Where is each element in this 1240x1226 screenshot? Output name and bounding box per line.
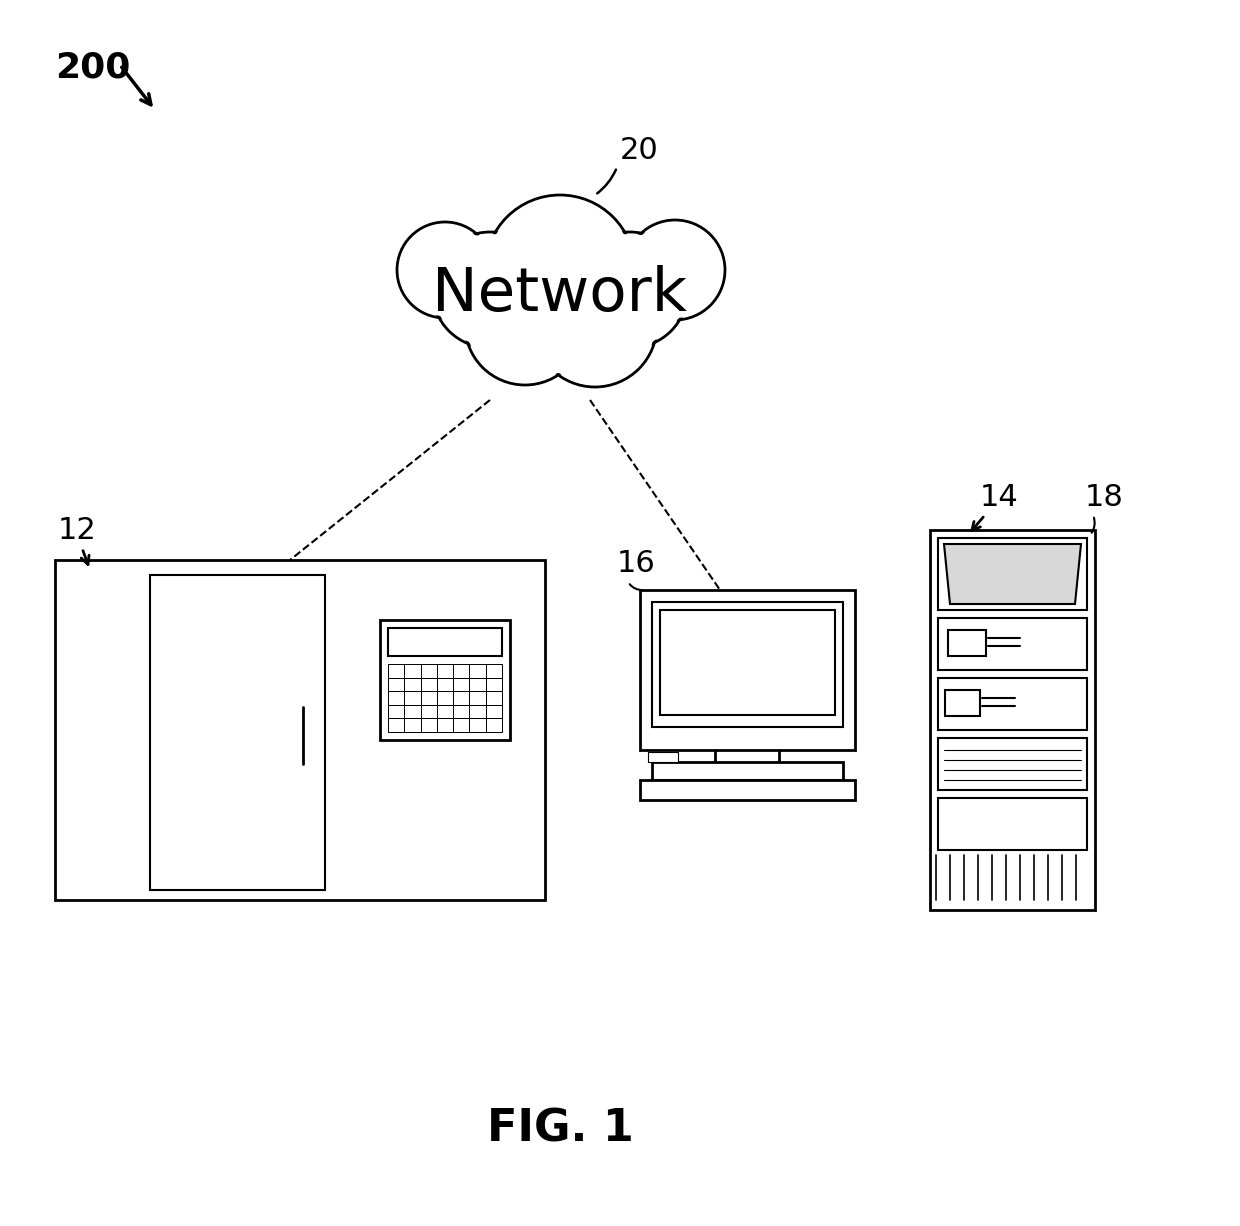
Circle shape	[574, 234, 686, 346]
FancyBboxPatch shape	[486, 691, 502, 705]
Circle shape	[625, 219, 725, 320]
FancyBboxPatch shape	[388, 691, 404, 705]
Text: FIG. 1: FIG. 1	[486, 1107, 634, 1150]
Text: Network: Network	[433, 266, 687, 325]
Polygon shape	[944, 544, 1081, 604]
FancyBboxPatch shape	[453, 705, 470, 718]
FancyBboxPatch shape	[486, 678, 502, 691]
FancyBboxPatch shape	[470, 718, 486, 732]
FancyBboxPatch shape	[937, 678, 1087, 729]
Circle shape	[465, 265, 585, 385]
FancyBboxPatch shape	[470, 705, 486, 718]
FancyBboxPatch shape	[937, 618, 1087, 669]
FancyBboxPatch shape	[420, 664, 436, 678]
Circle shape	[432, 232, 548, 348]
FancyBboxPatch shape	[652, 763, 843, 780]
FancyBboxPatch shape	[436, 705, 453, 718]
FancyBboxPatch shape	[649, 752, 678, 763]
Text: 200: 200	[55, 50, 130, 85]
FancyBboxPatch shape	[930, 530, 1095, 910]
FancyBboxPatch shape	[388, 664, 404, 678]
FancyBboxPatch shape	[640, 590, 856, 750]
FancyBboxPatch shape	[404, 705, 420, 718]
FancyBboxPatch shape	[470, 678, 486, 691]
Text: 18: 18	[1085, 483, 1123, 512]
Text: 14: 14	[980, 483, 1019, 512]
FancyBboxPatch shape	[150, 575, 325, 890]
Circle shape	[487, 197, 632, 343]
Circle shape	[533, 264, 657, 387]
FancyBboxPatch shape	[453, 718, 470, 732]
FancyBboxPatch shape	[470, 664, 486, 678]
Text: 16: 16	[618, 549, 656, 577]
FancyBboxPatch shape	[486, 664, 502, 678]
FancyBboxPatch shape	[660, 611, 835, 715]
Circle shape	[572, 232, 688, 348]
FancyBboxPatch shape	[404, 691, 420, 705]
FancyBboxPatch shape	[937, 798, 1087, 850]
FancyBboxPatch shape	[436, 718, 453, 732]
FancyBboxPatch shape	[486, 718, 502, 732]
FancyBboxPatch shape	[404, 664, 420, 678]
FancyBboxPatch shape	[379, 620, 510, 741]
FancyBboxPatch shape	[404, 678, 420, 691]
Circle shape	[485, 195, 635, 345]
FancyBboxPatch shape	[470, 691, 486, 705]
FancyBboxPatch shape	[436, 691, 453, 705]
FancyBboxPatch shape	[486, 705, 502, 718]
FancyBboxPatch shape	[420, 705, 436, 718]
FancyBboxPatch shape	[949, 630, 986, 656]
FancyBboxPatch shape	[937, 738, 1087, 790]
FancyBboxPatch shape	[436, 678, 453, 691]
FancyBboxPatch shape	[945, 690, 980, 716]
FancyBboxPatch shape	[388, 705, 404, 718]
FancyBboxPatch shape	[453, 678, 470, 691]
Circle shape	[399, 224, 491, 316]
Text: 12: 12	[58, 516, 97, 546]
Circle shape	[534, 265, 655, 385]
FancyBboxPatch shape	[55, 560, 546, 900]
Circle shape	[397, 222, 494, 318]
FancyBboxPatch shape	[937, 538, 1087, 611]
Circle shape	[434, 234, 546, 346]
FancyBboxPatch shape	[420, 691, 436, 705]
Text: 20: 20	[620, 136, 658, 166]
FancyBboxPatch shape	[404, 718, 420, 732]
FancyBboxPatch shape	[388, 678, 404, 691]
Circle shape	[627, 222, 723, 318]
FancyBboxPatch shape	[652, 602, 843, 727]
FancyBboxPatch shape	[453, 691, 470, 705]
FancyBboxPatch shape	[420, 678, 436, 691]
FancyBboxPatch shape	[436, 664, 453, 678]
FancyBboxPatch shape	[388, 718, 404, 732]
Circle shape	[467, 267, 583, 383]
FancyBboxPatch shape	[640, 780, 856, 801]
FancyBboxPatch shape	[388, 628, 502, 656]
FancyBboxPatch shape	[420, 718, 436, 732]
FancyBboxPatch shape	[453, 664, 470, 678]
